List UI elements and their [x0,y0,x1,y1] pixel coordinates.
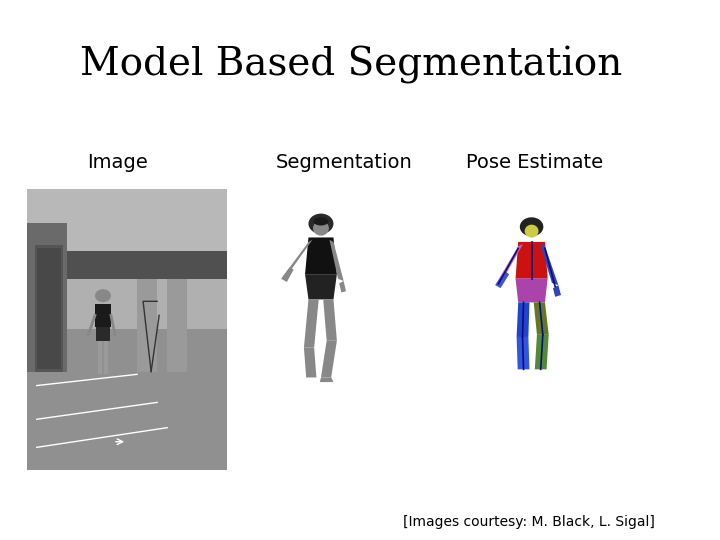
Ellipse shape [525,225,539,238]
Polygon shape [516,242,548,279]
FancyBboxPatch shape [27,329,228,470]
Polygon shape [534,302,549,335]
Polygon shape [320,377,333,382]
FancyBboxPatch shape [27,189,228,251]
FancyBboxPatch shape [104,341,108,374]
Ellipse shape [313,221,329,235]
FancyBboxPatch shape [35,245,63,372]
Polygon shape [323,299,337,341]
FancyBboxPatch shape [27,222,67,372]
FancyBboxPatch shape [95,304,111,327]
Text: Pose Estimate: Pose Estimate [467,152,603,172]
FancyBboxPatch shape [27,189,228,470]
Polygon shape [282,267,294,282]
Polygon shape [321,341,337,377]
Circle shape [95,289,111,302]
FancyBboxPatch shape [137,279,157,372]
FancyBboxPatch shape [96,327,110,341]
Polygon shape [495,244,523,285]
Circle shape [520,217,544,237]
Polygon shape [553,285,561,297]
Text: [Images courtesy: M. Black, L. Sigal]: [Images courtesy: M. Black, L. Sigal] [403,515,655,529]
Polygon shape [339,281,346,293]
Polygon shape [304,348,316,377]
FancyBboxPatch shape [167,279,187,372]
Ellipse shape [314,217,328,226]
Circle shape [308,214,333,234]
Polygon shape [535,335,549,369]
Polygon shape [517,302,529,337]
FancyBboxPatch shape [98,341,102,374]
FancyBboxPatch shape [27,251,228,329]
Polygon shape [305,238,337,274]
Polygon shape [540,244,558,285]
FancyBboxPatch shape [37,248,61,369]
FancyBboxPatch shape [27,251,228,279]
Polygon shape [517,337,529,369]
Polygon shape [330,240,343,281]
Polygon shape [282,240,312,279]
Polygon shape [516,279,548,302]
Text: Segmentation: Segmentation [276,152,413,172]
Polygon shape [495,271,509,288]
Polygon shape [305,274,337,299]
Text: Model Based Segmentation: Model Based Segmentation [80,46,623,84]
Polygon shape [304,299,319,348]
Text: Image: Image [86,152,148,172]
